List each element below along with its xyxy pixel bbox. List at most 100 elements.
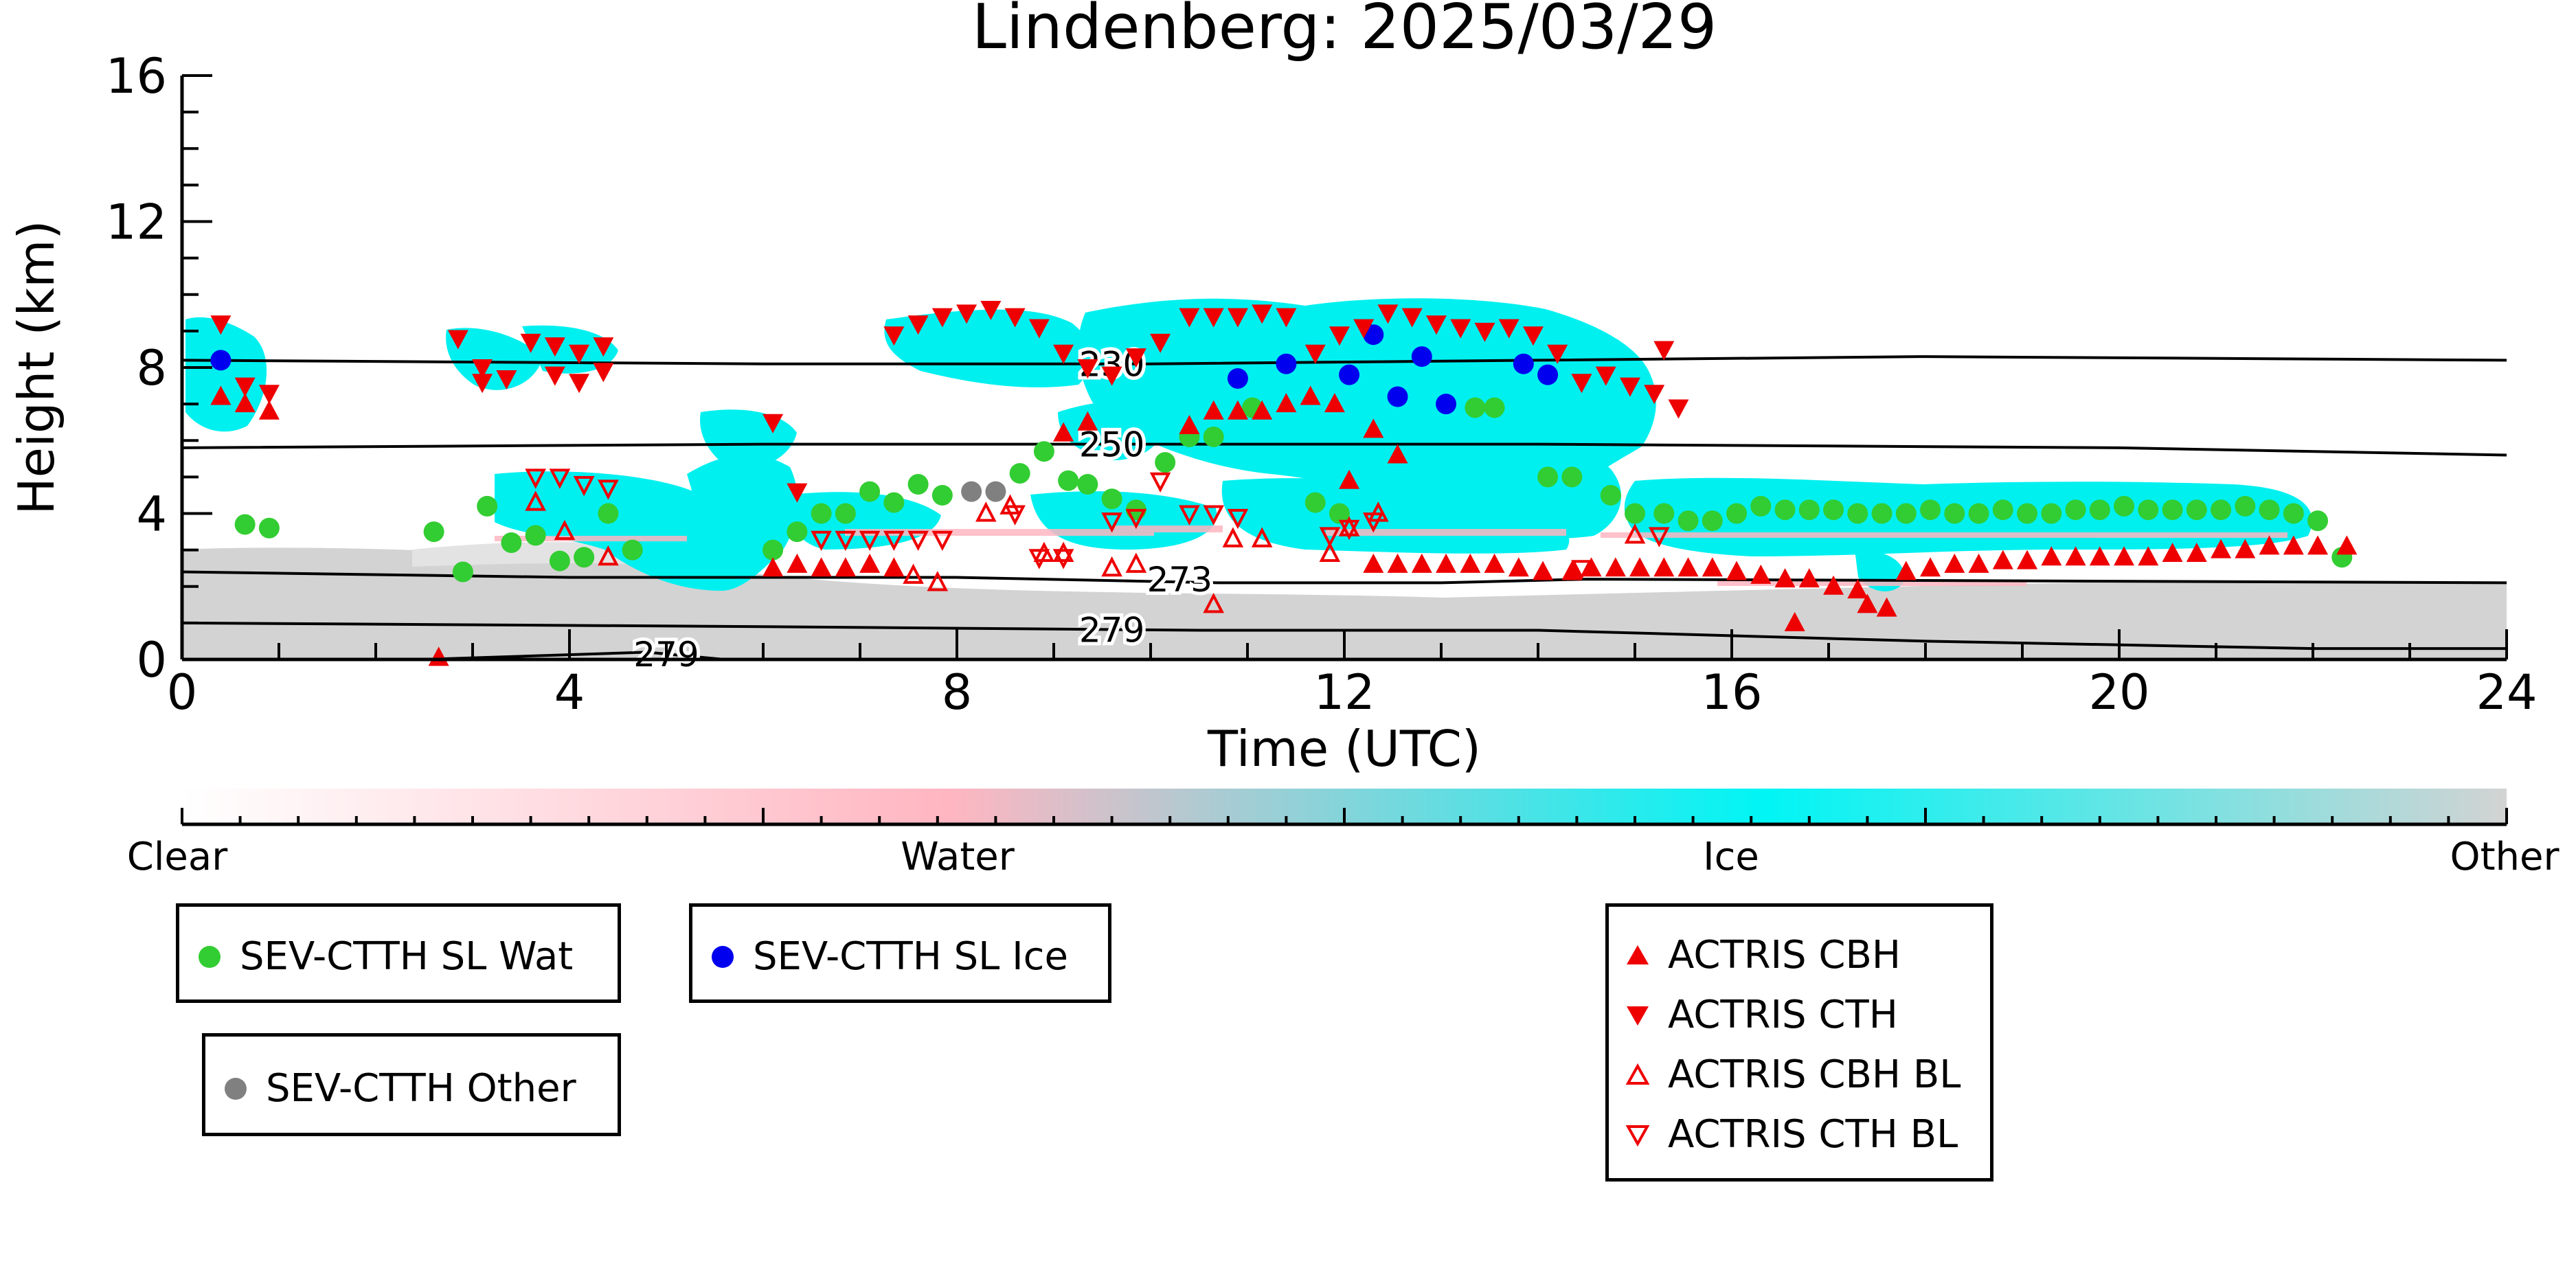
contour-label: 279 <box>1079 610 1144 650</box>
data-point <box>787 521 808 543</box>
data-point <box>210 350 231 371</box>
data-point <box>1077 359 1098 379</box>
data-point <box>835 503 856 524</box>
legend-label-actris-cth-bl: ACTRIS CTH BL <box>1668 1112 1958 1157</box>
data-point <box>1533 561 1554 580</box>
data-point <box>907 530 929 552</box>
data-point <box>1077 411 1098 431</box>
data-point <box>525 525 546 546</box>
data-point <box>1537 466 1559 488</box>
data-point <box>1944 553 1965 573</box>
data-point <box>210 385 231 405</box>
data-point <box>1179 505 1200 526</box>
data-point <box>1992 499 2013 521</box>
data-point <box>835 557 856 577</box>
data-point <box>2114 495 2135 517</box>
data-point <box>423 521 444 543</box>
data-point <box>472 374 493 394</box>
data-point <box>1895 503 1917 524</box>
data-point <box>258 385 280 405</box>
circle-blue-icon <box>702 936 743 978</box>
data-point <box>1377 304 1399 324</box>
data-point <box>1028 549 1050 569</box>
data-point <box>2065 546 2086 566</box>
legend-label-sev-wat: SEV-CTTH SL Wat <box>240 934 574 979</box>
data-point <box>525 468 546 489</box>
data-point <box>1774 499 1796 521</box>
legend-sev-other: SEV-CTTH Other <box>202 1033 621 1136</box>
data-point <box>1053 422 1074 442</box>
data-point <box>1329 326 1350 346</box>
data-point <box>452 561 473 583</box>
data-point <box>2259 499 2280 521</box>
data-point <box>975 501 997 522</box>
data-point <box>574 547 595 568</box>
data-point <box>1677 510 1699 532</box>
data-point <box>1561 466 1583 488</box>
data-point <box>1252 304 1273 324</box>
data-point <box>1677 557 1699 577</box>
data-point <box>1624 523 1646 544</box>
y-tick-label: 16 <box>106 48 167 104</box>
data-point <box>447 330 468 350</box>
data-point <box>811 530 832 552</box>
data-point <box>1920 557 1941 577</box>
data-point <box>1411 346 1432 368</box>
data-point <box>859 530 881 552</box>
data-point <box>598 545 619 566</box>
data-point <box>1251 527 1273 547</box>
data-point <box>2186 542 2207 562</box>
data-point <box>961 481 982 502</box>
legend-label-actris-cbh: ACTRIS CBH <box>1668 933 1901 978</box>
data-point <box>2336 535 2358 555</box>
data-point <box>544 337 565 357</box>
data-point <box>1203 426 1224 447</box>
data-point <box>1227 400 1248 420</box>
data-point <box>1798 568 1820 588</box>
data-point <box>544 366 565 386</box>
data-point <box>2211 499 2232 521</box>
data-point <box>2283 535 2304 555</box>
data-point <box>2041 503 2062 524</box>
data-point <box>1339 364 1360 385</box>
data-point <box>1847 503 1868 524</box>
y-tick-label: 12 <box>106 194 167 251</box>
chart-title: Lindenberg: 2025/03/29 <box>972 0 1717 63</box>
colorbar-label-water: Water <box>901 835 1015 879</box>
contour-line-230 <box>182 355 2507 365</box>
data-point <box>569 344 590 364</box>
data-point <box>1702 557 1723 577</box>
data-point <box>1702 510 1723 532</box>
data-point <box>1513 353 1534 374</box>
data-point <box>2041 546 2062 566</box>
data-point <box>1363 553 1384 573</box>
data-point <box>1203 308 1224 328</box>
data-point <box>2186 499 2207 521</box>
data-point <box>1276 353 1297 374</box>
data-point <box>1653 557 1675 577</box>
data-point <box>1508 557 1529 577</box>
data-point <box>1387 444 1408 464</box>
data-point <box>1871 503 1893 524</box>
triangle-down-open-icon <box>1617 1114 1658 1155</box>
x-tick-label: 20 <box>2088 664 2149 721</box>
data-point <box>1033 541 1055 562</box>
data-point <box>2235 539 2256 558</box>
data-point <box>1203 505 1224 526</box>
data-point <box>1339 469 1360 489</box>
triangle-up-filled-icon <box>1617 935 1658 976</box>
data-point <box>1179 415 1200 434</box>
data-point <box>1125 348 1146 368</box>
series-sev-ctth-sl-wat <box>234 397 2353 583</box>
colorbar-label-other: Other <box>2450 835 2560 879</box>
data-point <box>883 530 905 552</box>
series-sev-ctth-other <box>961 481 1006 502</box>
legend-actris: ACTRIS CBH ACTRIS CTH ACTRIS CBH BL ACTR… <box>1605 903 1993 1182</box>
data-point <box>1648 527 1670 547</box>
data-point <box>1465 397 1486 418</box>
data-point <box>787 483 808 503</box>
data-point <box>234 514 256 535</box>
data-point <box>1387 386 1408 407</box>
data-point <box>762 557 784 577</box>
